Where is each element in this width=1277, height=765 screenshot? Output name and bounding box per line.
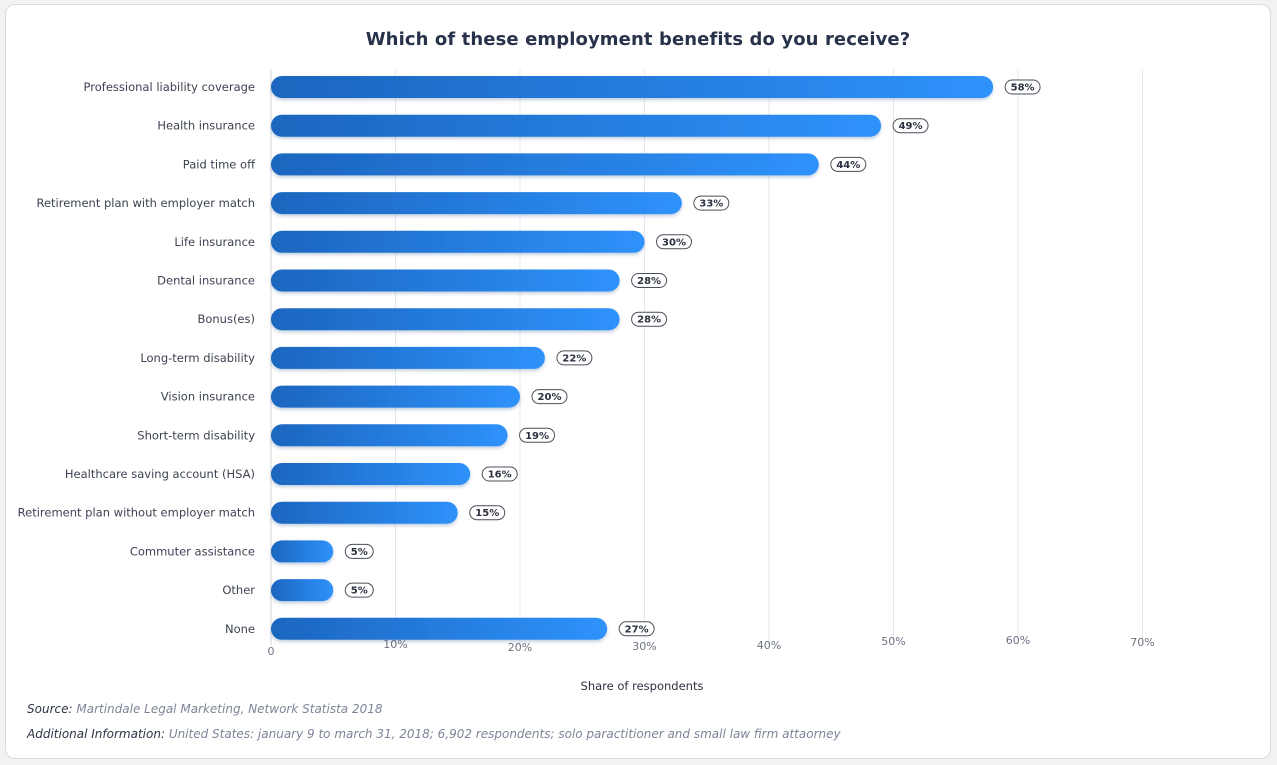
- data-label-pill: [1004, 79, 1041, 95]
- data-label: 49%: [899, 121, 923, 132]
- data-label-pill: [830, 156, 867, 172]
- category-label: Retirement plan with employer match: [36, 196, 255, 210]
- bar: [271, 230, 645, 253]
- data-label: 58%: [1011, 83, 1035, 94]
- data-label: 5%: [351, 586, 368, 597]
- x-tick-label: 60%: [1006, 634, 1030, 647]
- additional-info-line: Additional Information: United States: j…: [27, 727, 841, 741]
- data-label: 15%: [475, 508, 499, 519]
- category-label: Paid time off: [183, 157, 256, 171]
- data-label: 33%: [699, 199, 723, 210]
- source-key: Source:: [27, 702, 73, 716]
- category-label: Long-term disability: [140, 351, 255, 365]
- category-label: Dental insurance: [157, 274, 255, 288]
- x-tick-label: 10%: [383, 638, 407, 651]
- x-tick-label: 70%: [1130, 636, 1154, 649]
- bar: [271, 385, 520, 408]
- bar: [271, 114, 882, 137]
- data-label: 30%: [662, 237, 686, 248]
- data-label: 28%: [637, 315, 661, 326]
- category-label: Commuter assistance: [130, 544, 255, 558]
- data-label-pill: [631, 311, 668, 327]
- category-label: None: [225, 622, 255, 636]
- data-label-pill: [531, 389, 568, 405]
- data-label: 27%: [625, 624, 649, 635]
- bar: [271, 617, 608, 640]
- bar: [271, 308, 620, 331]
- chart-title: Which of these employment benefits do yo…: [365, 29, 911, 50]
- data-label: 22%: [562, 353, 586, 364]
- source-line: Source: Martindale Legal Marketing, Netw…: [27, 702, 383, 716]
- data-label-pill: [693, 195, 730, 211]
- x-tick-label: 0: [268, 645, 275, 658]
- data-label: 5%: [351, 547, 368, 558]
- category-label: Retirement plan without employer match: [18, 506, 255, 520]
- category-label: Healthcare saving account (HSA): [65, 467, 255, 481]
- x-tick-label: 20%: [508, 641, 532, 654]
- x-tick-label: 40%: [757, 639, 781, 652]
- bar: [271, 153, 819, 176]
- bar: [271, 540, 334, 563]
- x-axis-title: Share of respondents: [581, 679, 704, 693]
- additional-info-value: United States: january 9 to march 31, 20…: [168, 727, 841, 741]
- bar: [271, 424, 508, 447]
- data-label-pill: [519, 427, 556, 443]
- data-label-pill: [481, 466, 518, 482]
- category-label: Short-term disability: [137, 428, 255, 442]
- bar: [271, 192, 682, 215]
- data-label: 16%: [488, 470, 512, 481]
- bar: [271, 463, 471, 485]
- data-label-pill: [556, 350, 593, 366]
- bar: [271, 76, 994, 98]
- data-label: 44%: [836, 160, 860, 171]
- x-tick-label: 50%: [881, 635, 905, 648]
- category-label: Life insurance: [174, 235, 255, 249]
- bar-chart: 0 10% 20% 30% 40% 50% 60% 70% Professional liab…: [18, 69, 1155, 693]
- category-label: Other: [222, 583, 255, 597]
- data-label-pill: [892, 118, 929, 134]
- category-label: Professional liability coverage: [84, 80, 255, 94]
- category-label: Bonus(es): [197, 312, 255, 326]
- data-label-pill: [344, 582, 374, 598]
- category-label: Vision insurance: [161, 390, 255, 404]
- data-label-pill: [344, 543, 374, 559]
- data-label: 28%: [637, 276, 661, 287]
- bar: [271, 269, 620, 292]
- additional-info-key: Additional Information:: [27, 727, 165, 741]
- bar: [271, 579, 334, 602]
- data-label-pill: [618, 621, 655, 637]
- bar: [271, 501, 458, 524]
- chart-card: Which of these employment benefits do yo…: [5, 4, 1271, 759]
- data-label-pill: [656, 234, 692, 250]
- data-label: 19%: [525, 431, 549, 442]
- source-value: Martindale Legal Marketing, Network Stat…: [76, 702, 383, 716]
- x-tick-label: 30%: [632, 640, 656, 653]
- bar: [271, 346, 545, 369]
- data-label-pill: [469, 505, 506, 521]
- data-label-pill: [631, 273, 668, 288]
- data-label: 20%: [538, 392, 562, 403]
- category-label: Health insurance: [157, 119, 255, 133]
